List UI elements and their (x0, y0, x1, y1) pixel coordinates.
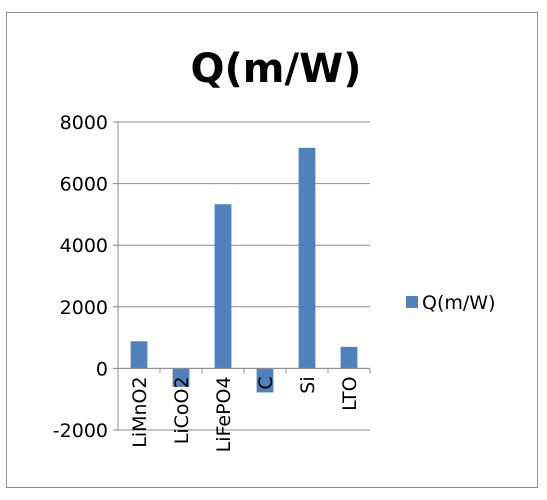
bar-licoo2 (172, 368, 190, 387)
y-tick-label: 8000 (60, 112, 108, 134)
axes (113, 121, 371, 431)
y-tick-label: 6000 (60, 174, 108, 196)
legend-swatch (406, 296, 418, 308)
x-tick-label: LiCoO2 (171, 376, 193, 444)
y-tick-label: -2000 (53, 420, 108, 442)
bar-si (298, 147, 316, 369)
x-tick-label: C (255, 376, 277, 389)
y-tick-label: 0 (96, 358, 108, 380)
y-tick-label: 4000 (60, 235, 108, 257)
x-tick-label: LiMnO2 (129, 376, 151, 447)
chart-title: Q(m/W) (191, 46, 362, 92)
x-tick-label: LTO (339, 376, 361, 411)
bars (130, 147, 358, 393)
y-tick-label: 2000 (60, 297, 108, 319)
x-tick-label: Si (297, 376, 319, 393)
bar-lifepo4 (214, 204, 232, 369)
chart-area (6, 12, 538, 488)
x-tick-label: LiFePO4 (213, 376, 235, 452)
bar-lto (340, 346, 358, 369)
legend: Q(m/W) (406, 292, 495, 314)
gridlines (118, 121, 370, 431)
bar-c (256, 368, 274, 393)
bar-limno2 (130, 341, 148, 369)
legend-label: Q(m/W) (422, 292, 495, 314)
tick-labels: 8000 6000 4000 2000 0 -2000 LiMnO2 LiCoO2 LiFePO… (53, 112, 361, 452)
